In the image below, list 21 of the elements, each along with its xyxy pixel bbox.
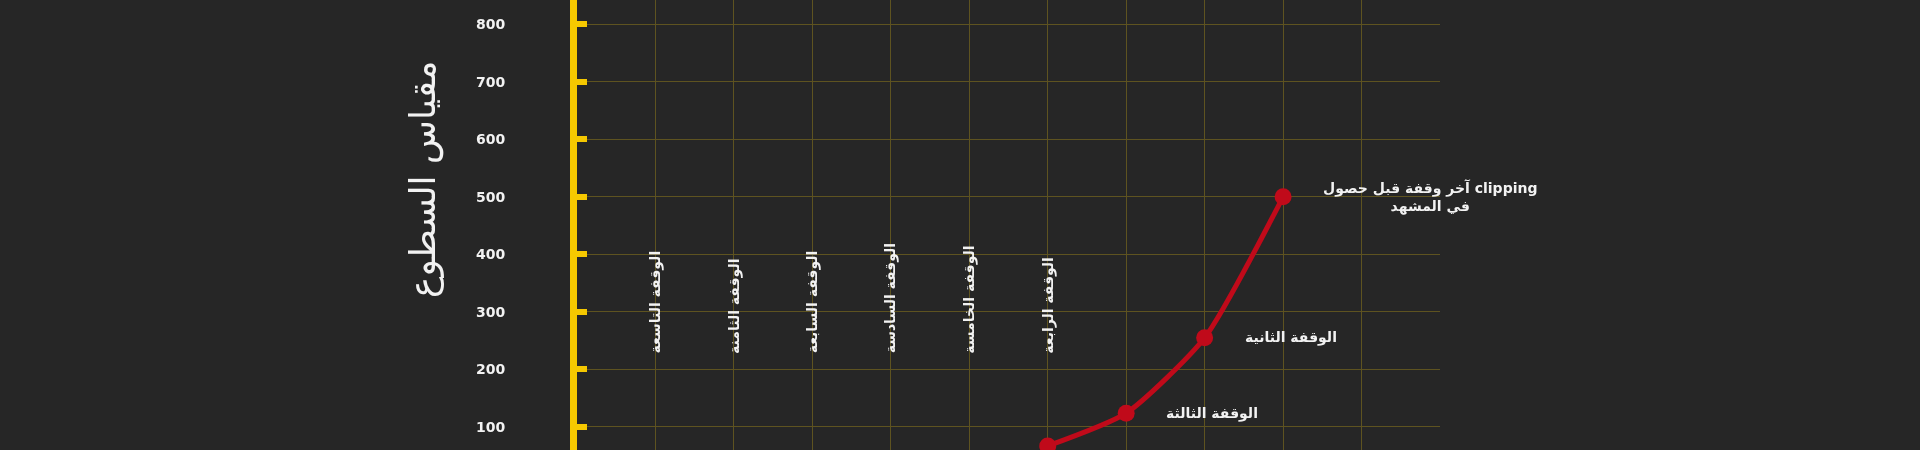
point <box>1274 188 1292 206</box>
x-tick-label: الوقفة السابعة <box>804 250 822 354</box>
annotation: الوقفة الثالثة <box>1166 405 1258 422</box>
point <box>1196 329 1214 347</box>
x-tick-label: الوقفة الرابعة <box>1039 257 1057 354</box>
x-tick-label: الوقفة الثامنة <box>725 258 743 354</box>
annotation: آخر وقفة قبل حصول clipping في المشهد <box>1323 179 1538 216</box>
y-tick-label: 400 <box>475 246 506 263</box>
x-tick-label: الوقفة السادسة <box>882 242 900 354</box>
y-axis-title: مقياس السطوع <box>402 60 445 299</box>
y-tick-label: 800 <box>475 16 506 33</box>
point <box>1117 404 1135 422</box>
y-tick-label: 600 <box>475 131 506 148</box>
y-tick-label: 300 <box>475 303 506 320</box>
annotation: الوقفة الثانية <box>1245 329 1337 346</box>
y-tick-label: 200 <box>475 361 506 378</box>
x-tick-label: الوقفة التاسعة <box>647 250 665 354</box>
y-tick-label: 100 <box>475 418 506 435</box>
x-tick-label: الوقفة الخامسة <box>960 245 978 354</box>
y-tick-label: 500 <box>475 188 506 205</box>
y-tick-label: 700 <box>475 73 506 90</box>
